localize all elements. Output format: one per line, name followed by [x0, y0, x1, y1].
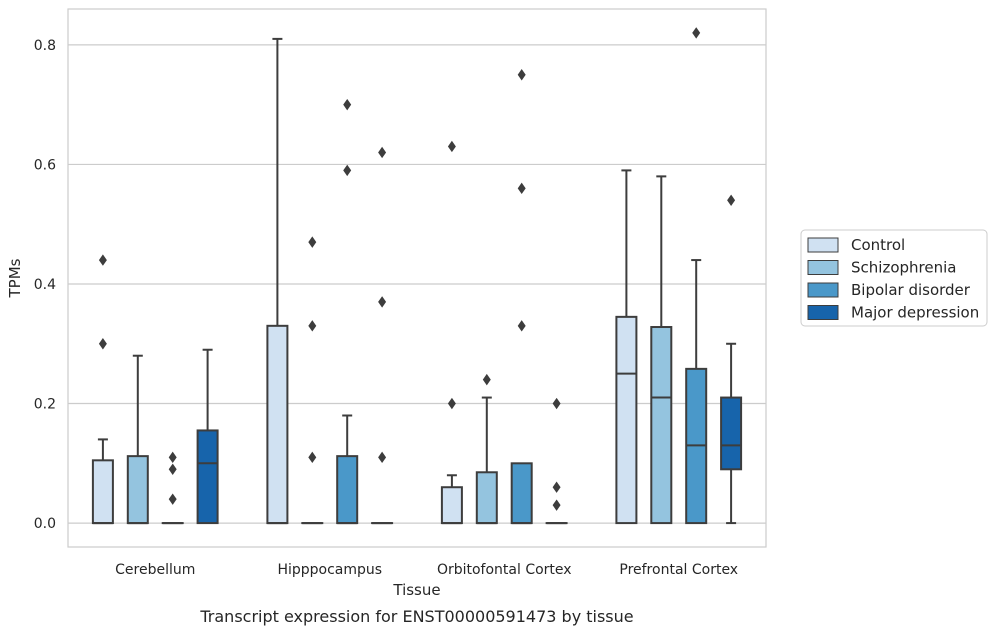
outlier-point [517, 182, 526, 195]
outlier-point [552, 481, 561, 493]
outlier-point [308, 236, 317, 248]
y-tick-label: 0.2 [34, 397, 56, 413]
outlier-point [517, 320, 526, 332]
outlier-point [98, 254, 107, 266]
x-tick-labels: Cerebellum Hipppocampus Orbitofontal Corte… [115, 562, 738, 578]
legend-swatch [807, 305, 839, 320]
box-1-0 [266, 37, 289, 525]
legend-items: Control Schizophrenia Bipolar disorder Majo… [807, 236, 979, 322]
box-body [336, 455, 359, 525]
outlier-point [343, 164, 352, 177]
legend-label: Schizophrenia [851, 259, 956, 277]
outlier-point [378, 451, 387, 464]
box-3-1 [650, 175, 673, 525]
box-body [650, 326, 673, 525]
box-body [91, 459, 114, 525]
outlier-point [517, 69, 526, 81]
plot-area [67, 8, 767, 548]
y-tick-label: 0.8 [34, 38, 56, 54]
x-tick-label: Hipppocampus [277, 562, 382, 578]
box-1-1 [301, 236, 324, 525]
x-tick-label: Orbitofontal Cortex [437, 562, 572, 578]
box-body [475, 471, 498, 525]
box-2-2 [510, 69, 533, 525]
legend-label: Bipolar disorder [851, 281, 971, 299]
legend-swatch [807, 282, 839, 298]
box-body [266, 324, 289, 525]
legend-label: Major depression [851, 304, 979, 322]
box-3-0 [615, 169, 638, 525]
outlier-point [482, 373, 491, 386]
y-tick-label: 0.4 [34, 277, 56, 293]
box-3-3 [720, 194, 743, 525]
chart-caption: Transcript expression for ENST0000059147… [199, 607, 633, 626]
outlier-point [98, 338, 107, 350]
box-body [510, 462, 533, 525]
box-1-2 [336, 98, 359, 525]
legend-frame [800, 229, 988, 327]
box-1-3 [371, 146, 394, 525]
outlier-point [308, 320, 317, 332]
grid-lines [68, 44, 766, 524]
outlier-point [727, 194, 736, 206]
y-axis-label: TPMs [6, 258, 24, 298]
legend: Control Schizophrenia Bipolar disorder Majo… [800, 229, 988, 327]
box-2-0 [440, 140, 463, 525]
outlier-point [447, 140, 456, 153]
x-axis-label: Tissue [392, 581, 440, 599]
box-0-2 [161, 451, 184, 525]
outlier-point [692, 27, 701, 39]
box-2-1 [475, 373, 498, 525]
boxes [91, 27, 743, 525]
outlier-point [378, 146, 387, 159]
outlier-point [552, 397, 561, 410]
outlier-point [308, 451, 317, 464]
outlier-point [168, 493, 177, 505]
box-0-3 [196, 348, 219, 525]
x-tick-label: Cerebellum [115, 562, 195, 578]
y-tick-labels: 0.0 0.2 0.4 0.6 0.8 [34, 38, 56, 532]
y-tick-label: 0.6 [34, 157, 56, 173]
box-body [720, 396, 743, 471]
outlier-point [168, 451, 177, 464]
outlier-point [343, 98, 352, 111]
legend-label: Control [851, 236, 905, 254]
legend-swatch [807, 260, 839, 275]
outlier-point [552, 499, 561, 511]
box-body [196, 429, 219, 525]
box-0-1 [126, 354, 149, 525]
legend-swatch [807, 237, 839, 253]
box-3-2 [685, 27, 708, 525]
box-body [615, 315, 638, 525]
box-0-0 [91, 254, 114, 525]
outlier-point [378, 296, 387, 308]
x-tick-label: Prefrontal Cortex [619, 562, 738, 578]
box-body [440, 486, 463, 525]
box-body [126, 455, 149, 525]
y-tick-label: 0.0 [34, 516, 56, 532]
outlier-point [168, 463, 177, 475]
outlier-point [447, 397, 456, 410]
box-2-3 [545, 397, 568, 525]
